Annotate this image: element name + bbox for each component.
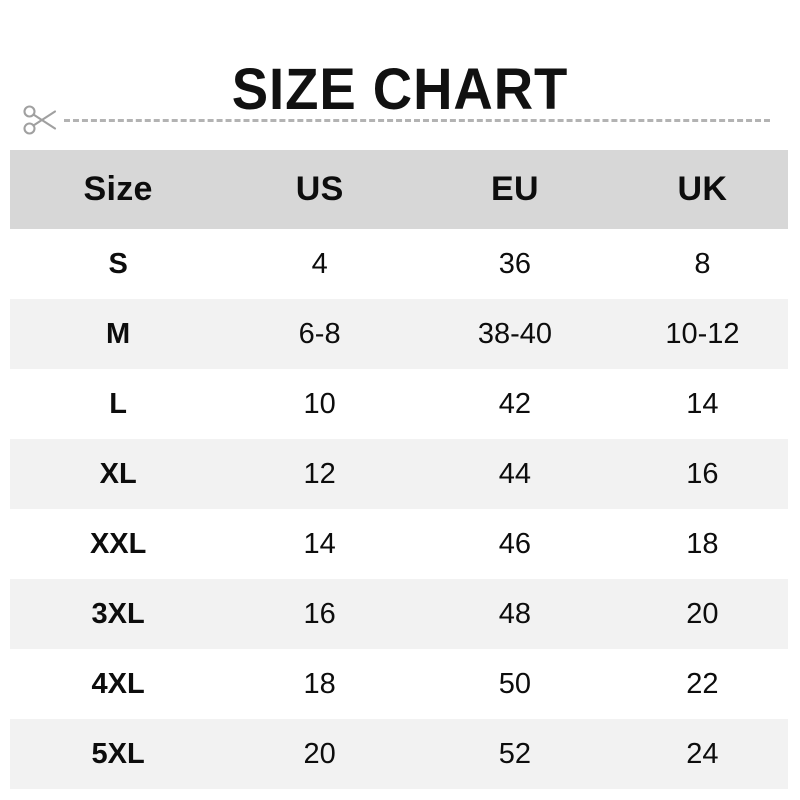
dashed-cut-rule [64, 118, 770, 122]
cell-eu: 38-40 [477, 317, 552, 350]
column-header-uk: UK [616, 150, 788, 229]
table-row: XXL 14 46 18 [10, 509, 788, 579]
table-row: 4XL 18 50 22 [10, 649, 788, 719]
table-row: S 4 36 8 [10, 229, 788, 299]
cell-uk: 18 [686, 527, 719, 560]
cell-size: S [108, 247, 128, 280]
cell-size: 3XL [91, 597, 145, 630]
cell-us: 10 [303, 387, 336, 420]
cell-size: 4XL [91, 667, 145, 700]
cell-uk: 8 [694, 247, 711, 280]
table-row: L 10 42 14 [10, 369, 788, 439]
table-row: XL 12 44 16 [10, 439, 788, 509]
cell-us: 6-8 [298, 317, 341, 350]
cell-us: 12 [303, 457, 336, 490]
cell-uk: 14 [686, 387, 719, 420]
cell-eu: 50 [498, 667, 532, 700]
cell-eu: 42 [498, 387, 532, 420]
cell-eu: 36 [498, 247, 532, 280]
size-table-container: Size US EU UK S 4 36 8 M 6-8 38-40 10- [10, 150, 788, 789]
table-row: 5XL 20 52 24 [10, 719, 788, 789]
scissors-icon [22, 103, 62, 137]
cell-size: 5XL [91, 737, 145, 770]
cell-size: L [109, 387, 127, 420]
cell-size: XXL [89, 527, 147, 560]
cell-us: 14 [303, 527, 336, 560]
column-header-eu: EU [413, 150, 617, 229]
column-header-size: Size [10, 150, 227, 229]
cell-uk: 22 [686, 667, 719, 700]
cell-us: 20 [303, 737, 336, 770]
cell-eu: 46 [498, 527, 532, 560]
cell-eu: 52 [498, 737, 532, 770]
cell-us: 18 [303, 667, 336, 700]
table-row: M 6-8 38-40 10-12 [10, 299, 788, 369]
cell-uk: 20 [686, 597, 719, 630]
cell-eu: 44 [498, 457, 532, 490]
cell-uk: 10-12 [665, 317, 740, 350]
table-header: Size US EU UK [10, 150, 788, 229]
cell-uk: 16 [686, 457, 719, 490]
table-header-row: Size US EU UK [10, 150, 788, 229]
table-row: 3XL 16 48 20 [10, 579, 788, 649]
table-body: S 4 36 8 M 6-8 38-40 10-12 L 10 42 14 [10, 229, 788, 789]
title-area: SIZE CHART [0, 22, 800, 158]
column-header-us: US [226, 150, 413, 229]
cell-us: 16 [303, 597, 336, 630]
size-table: Size US EU UK S 4 36 8 M 6-8 38-40 10- [10, 150, 788, 789]
page-title: SIZE CHART [231, 56, 569, 122]
cell-eu: 48 [498, 597, 532, 630]
cell-size: XL [99, 457, 137, 490]
cut-line [22, 102, 774, 138]
cell-size: M [106, 317, 131, 350]
cell-us: 4 [311, 247, 328, 280]
cell-uk: 24 [686, 737, 719, 770]
